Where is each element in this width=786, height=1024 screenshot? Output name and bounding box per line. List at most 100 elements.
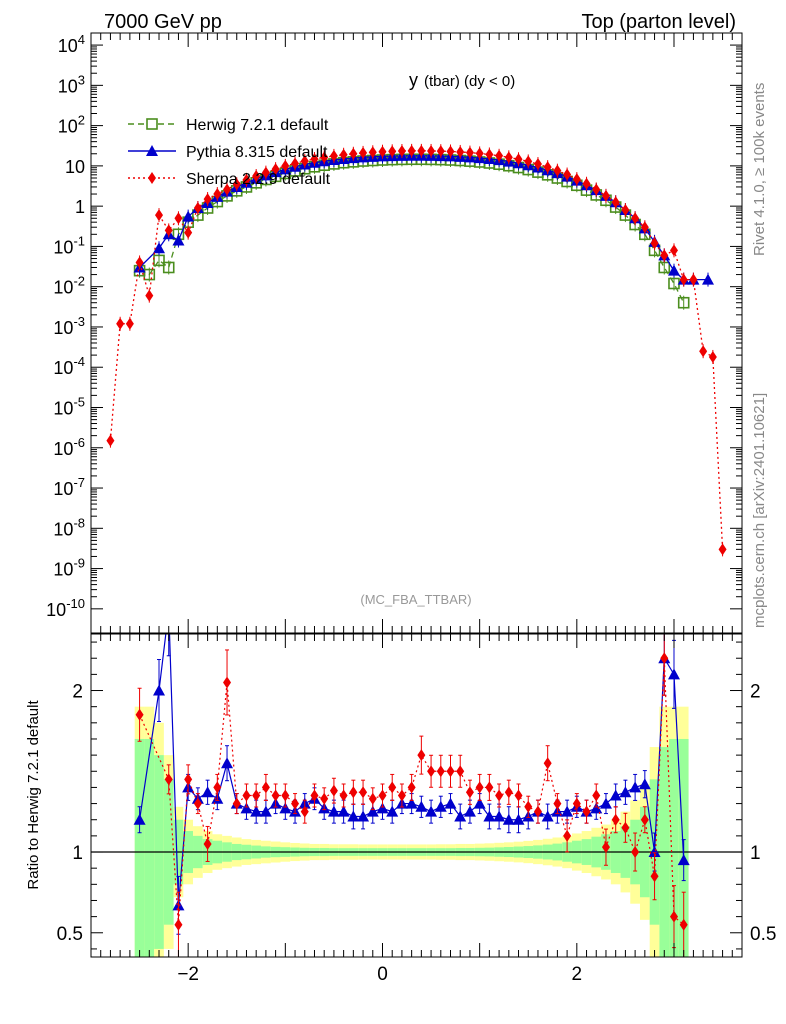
top-point-sherpa [640,221,649,234]
top-point-sherpa [533,158,542,171]
ratio-point-pythia [648,846,661,858]
top-point-sherpa [621,204,630,217]
ratio-point-sherpa [533,805,542,818]
top-point-sherpa [261,166,270,179]
ratio-point-pythia [133,813,146,825]
ratio-xtick-label: 2 [572,964,583,985]
ratio-point-pythia [541,810,554,822]
top-ytick-label: 10-2 [53,274,85,298]
top-point-sherpa [611,196,620,209]
ratio-point-pythia [366,805,379,817]
top-point-sherpa [339,148,348,161]
top-point-sherpa [397,145,406,158]
top-point-herwig [143,268,156,281]
ratio-point-sherpa [427,765,436,778]
top-ytick-label: 10-6 [53,435,85,459]
ratio-point-sherpa [485,781,494,794]
ratio-point-sherpa [184,773,193,786]
ratio-point-pythia [386,805,399,817]
ratio-point-sherpa [223,676,232,689]
ratio-ytick-label-right: 1 [750,843,761,864]
top-point-sherpa [135,256,144,269]
ratio-panel-frame [90,633,743,958]
ratio-ylabel: Ratio to Herwig 7.2.1 default [25,700,42,890]
ratio-point-sherpa [563,829,572,842]
top-point-sherpa [388,145,397,158]
ratio-point-pythia [444,797,457,809]
top-ytick-label: 10-3 [53,314,85,338]
top-point-pythia [701,273,714,285]
top-point-herwig [677,296,690,309]
ratio-point-pythia [405,797,418,809]
legend-label: Pythia 8.315 default [186,144,328,161]
ratio-point-sherpa [397,789,406,802]
ratio-series [133,604,690,957]
legend-label: Herwig 7.2.1 default [186,117,329,134]
ratio-point-sherpa [339,789,348,802]
ratio-ytick-label: 1 [72,843,83,864]
top-panel-series [106,143,727,557]
mcplots-label: mcplots.cern.ch [arXiv:2401.10621] [751,393,768,628]
ratio-point-sherpa [232,797,241,810]
top-point-sherpa [242,173,251,186]
top-point-sherpa [504,151,513,164]
top-point-sherpa [281,159,290,172]
ratio-point-pythia [493,810,506,822]
top-ytick-label: 104 [58,32,85,56]
ratio-point-sherpa [271,789,280,802]
top-ytick-label: 10-9 [53,556,85,580]
rivet-version-label: Rivet 4.1.0, ≥ 100k events [751,83,768,256]
top-point-sherpa [660,249,669,262]
top-point-sherpa [223,183,232,196]
top-point-sherpa [125,317,134,330]
top-point-sherpa [359,146,368,159]
ratio-point-pythia [163,604,175,615]
top-point-sherpa [203,193,212,206]
ratio-point-sherpa [261,781,270,794]
ratio-ytick-label: 0.5 [57,924,83,945]
ratio-point-sherpa [640,813,649,826]
ratio-ytick-label-right: 0.5 [750,924,776,945]
top-point-sherpa [252,170,261,183]
top-ytick-label: 1 [75,197,85,217]
band-green-bin [144,738,155,957]
ratio-point-pythia [473,797,486,809]
legend-marker-pythia [146,145,158,156]
ratio-ytick-label: 2 [72,682,83,703]
ratio-point-pythia [425,805,438,817]
top-point-sherpa [300,155,309,168]
top-point-sherpa [232,178,241,191]
top-ytick-label: 10-10 [46,596,85,620]
ratio-point-sherpa [524,800,533,813]
top-point-sherpa [601,189,610,202]
top-point-sherpa [495,149,504,162]
ratio-point-sherpa [650,870,659,883]
top-point-herwig [658,261,671,274]
ratio-point-pythia [667,668,680,680]
ratio-point-sherpa [543,757,552,770]
top-point-sherpa [407,144,416,157]
ratio-panel-axes: −2 0 2 0.5 0.5 1 1 2 2 [57,634,776,985]
top-point-sherpa [708,350,717,363]
top-point-sherpa [417,144,426,157]
ratio-point-pythia [454,810,467,822]
top-ytick-label: 10 [65,157,85,177]
ratio-point-pythia [561,805,574,817]
ratio-point-sherpa [417,749,426,762]
top-point-sherpa [514,153,523,166]
top-point-sherpa [485,148,494,161]
ratio-point-sherpa [465,786,474,799]
ratio-point-sherpa [669,910,678,923]
ratio-point-sherpa [504,786,513,799]
header-left: 7000 GeV pp [104,11,222,33]
top-point-sherpa [349,147,358,160]
ratio-point-sherpa [329,784,338,797]
ratio-point-sherpa [582,805,591,818]
top-ytick-label: 10-7 [53,475,85,499]
ratio-point-sherpa [592,789,601,802]
ratio-point-pythia [502,813,515,825]
top-point-pythia [182,210,195,222]
ratio-point-pythia [347,810,360,822]
ratio-point-pythia [415,800,428,812]
top-point-sherpa [427,144,436,157]
